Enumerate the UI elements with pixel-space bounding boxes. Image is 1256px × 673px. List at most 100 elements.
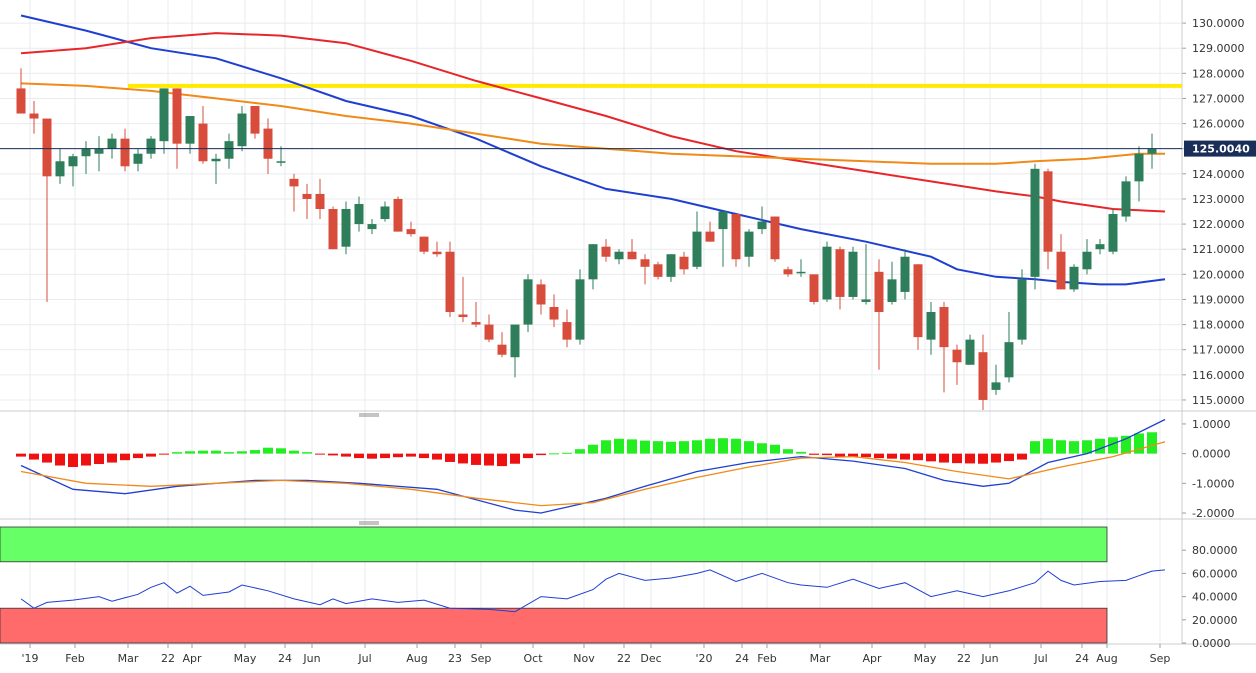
candle-body — [237, 113, 247, 147]
time-axis-label: Aug — [406, 652, 427, 665]
macd-histogram-bar — [575, 449, 585, 454]
macd-histogram-bar — [770, 444, 780, 454]
candle-body — [315, 193, 325, 209]
candle-body — [55, 161, 65, 177]
macd-histogram-bar — [224, 452, 234, 454]
macd-histogram-bar — [1043, 438, 1053, 454]
macd-histogram-bar — [367, 453, 377, 459]
candle-body — [783, 269, 793, 275]
macd-axis-label: 0.0000 — [1192, 448, 1231, 461]
time-axis-label: 24 — [1075, 652, 1089, 665]
macd-histogram-bar — [263, 447, 273, 454]
macd-histogram-bar — [1095, 438, 1105, 454]
macd-histogram-bar — [133, 453, 143, 459]
moving-average-line-1 — [20, 32, 1166, 213]
candle-body — [627, 251, 637, 260]
candle-body — [497, 344, 507, 355]
macd-histogram-bar — [1069, 441, 1079, 454]
candle-body — [16, 88, 26, 114]
candle-body — [1043, 171, 1053, 252]
macd-histogram-bar — [588, 444, 598, 454]
macd-histogram-bar — [445, 453, 455, 462]
candle-body — [913, 264, 923, 338]
candle-body — [718, 211, 728, 230]
macd-histogram-bar — [29, 453, 39, 460]
macd-histogram-bar — [679, 441, 689, 454]
macd-histogram-bar — [81, 453, 91, 466]
candle-body — [835, 249, 845, 297]
candle-body — [341, 209, 351, 247]
candle-body — [861, 299, 871, 302]
time-axis-label: 22 — [957, 652, 971, 665]
macd-histogram-bar — [1017, 453, 1027, 460]
candle-body — [263, 128, 273, 159]
rsi-axis-label: 80.0000 — [1192, 544, 1238, 557]
macd-histogram-bar — [536, 453, 546, 456]
candle-body — [822, 246, 832, 300]
macd-histogram-bar — [393, 453, 403, 458]
time-axis-label: 23 — [448, 652, 462, 665]
macd-histogram-bar — [1056, 440, 1066, 454]
macd-histogram-bar — [783, 449, 793, 454]
candle-body — [601, 246, 611, 257]
candle-body — [1095, 244, 1105, 250]
candle-body — [692, 231, 702, 267]
macd-histogram-bar — [978, 453, 988, 464]
time-axis-label: Apr — [862, 652, 882, 665]
time-axis-label: Mar — [118, 652, 139, 665]
time-axis-label: May — [914, 652, 937, 665]
price-axis-label: 119.0000 — [1192, 293, 1245, 306]
macd-histogram-bar — [484, 453, 494, 466]
price-axis-label: 120.0000 — [1192, 268, 1245, 281]
candle-body — [159, 88, 169, 142]
macd-histogram-bar — [848, 453, 858, 457]
candle-body — [380, 206, 390, 220]
macd-histogram-bar — [328, 453, 338, 456]
macd-histogram-bar — [250, 450, 260, 454]
candle-body — [302, 193, 312, 199]
macd-histogram-bar — [120, 453, 130, 461]
macd-histogram-bar — [1082, 440, 1092, 454]
macd-histogram-bar — [627, 439, 637, 454]
last-price-label: 125.0040 — [1192, 143, 1250, 156]
candle-body — [211, 158, 221, 162]
macd-histogram-bar — [939, 453, 949, 463]
time-axis-label: Feb — [757, 652, 776, 665]
macd-histogram-bar — [952, 453, 962, 464]
candle-body — [250, 105, 260, 134]
macd-histogram-bar — [1108, 437, 1118, 454]
macd-histogram-bar — [16, 453, 26, 457]
candle-body — [523, 279, 533, 325]
macd-histogram-bar — [146, 453, 156, 457]
candle-body — [536, 284, 546, 305]
macd-histogram-bar — [731, 438, 741, 454]
macd-histogram-bar — [198, 450, 208, 454]
macd-histogram-bar — [757, 443, 767, 454]
candle-body — [1082, 251, 1092, 270]
candle-body — [1004, 342, 1014, 378]
macd-histogram-bar — [562, 452, 572, 454]
macd-histogram-bar — [354, 453, 364, 459]
candle-body — [328, 209, 338, 250]
macd-histogram-bar — [432, 453, 442, 460]
rsi-line — [20, 569, 1166, 613]
price-axis-label: 128.0000 — [1192, 67, 1245, 80]
macd-histogram-bar — [172, 452, 182, 454]
time-axis-label: Feb — [65, 652, 84, 665]
time-axis-label: Apr — [182, 652, 202, 665]
macd-histogram-bar — [315, 453, 325, 455]
macd-histogram-bar — [900, 453, 910, 460]
candle-body — [926, 312, 936, 340]
macd-histogram-bar — [289, 450, 299, 454]
macd-histogram-bar — [926, 453, 936, 462]
candle-body — [107, 138, 117, 149]
candle-body — [42, 118, 52, 177]
time-axis-label: Nov — [573, 652, 595, 665]
price-axis-label: 130.0000 — [1192, 17, 1245, 30]
price-axis-label: 115.0000 — [1192, 394, 1245, 407]
candle-body — [744, 231, 754, 257]
macd-histogram-bar — [991, 453, 1001, 463]
